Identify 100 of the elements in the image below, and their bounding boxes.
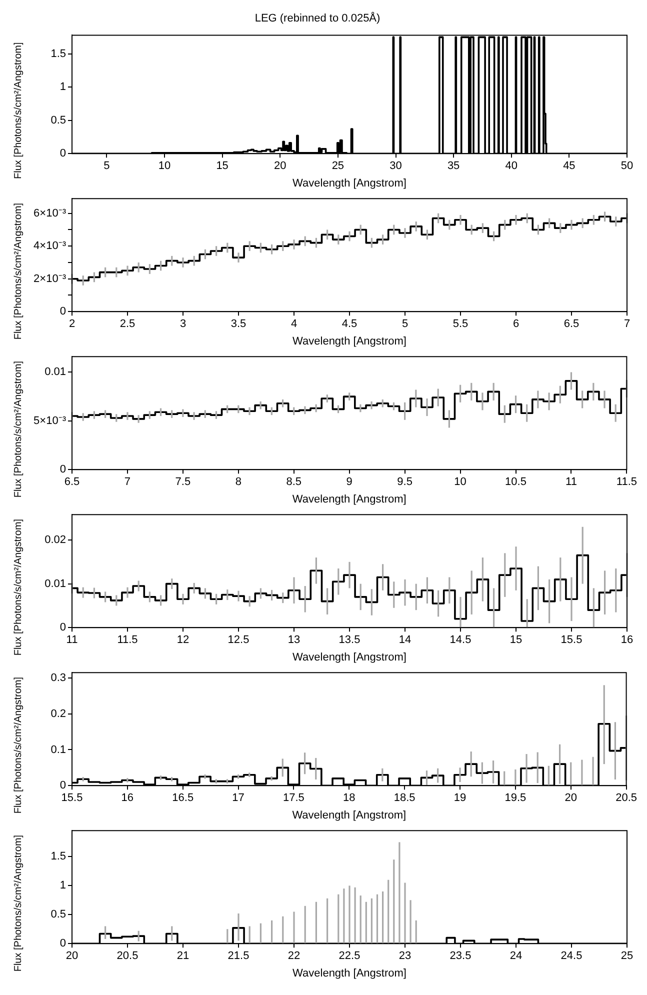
x-tick-label: 22 bbox=[288, 950, 300, 962]
x-tick-label: 10 bbox=[158, 160, 171, 172]
x-tick-label: 35 bbox=[447, 160, 460, 172]
x-tick-label: 5 bbox=[402, 318, 408, 330]
x-axis-title: Wavelength [Angstrom] bbox=[292, 335, 406, 348]
x-axis-title: Wavelength [Angstrom] bbox=[292, 809, 406, 822]
x-tick-label: 25 bbox=[332, 160, 344, 172]
y-axis-title: Flux [Photons/s/cm²/Angstrom] bbox=[12, 202, 24, 340]
y-tick-label: 4×10⁻³ bbox=[34, 240, 66, 252]
x-tick-label: 20 bbox=[274, 160, 286, 172]
y-tick-label: 1.5 bbox=[50, 850, 66, 863]
x-tick-label: 21 bbox=[176, 950, 190, 962]
x-tick-label: 24.5 bbox=[560, 950, 582, 962]
y-tick-label: 0.2 bbox=[50, 708, 66, 720]
x-tick-label: 4.5 bbox=[342, 318, 358, 330]
y-tick-label: 5×10⁻³ bbox=[34, 414, 66, 427]
x-tick-label: 2.5 bbox=[120, 318, 136, 330]
y-tick-label: 0 bbox=[60, 622, 66, 634]
x-tick-label: 9 bbox=[346, 476, 352, 488]
x-tick-label: 11.5 bbox=[117, 634, 138, 646]
x-tick-label: 15 bbox=[510, 634, 522, 646]
x-tick-label: 14.5 bbox=[450, 634, 472, 646]
x-tick-label: 20.5 bbox=[616, 792, 638, 804]
x-tick-label: 20 bbox=[66, 950, 78, 962]
y-tick-label: 0 bbox=[60, 148, 66, 160]
x-tick-label: 24 bbox=[510, 950, 522, 962]
y-tick-label: 0.5 bbox=[50, 114, 66, 126]
x-tick-label: 9.5 bbox=[397, 476, 412, 488]
y-tick-label: 0.02 bbox=[44, 534, 66, 546]
x-tick-label: 6 bbox=[512, 318, 520, 330]
x-tick-label: 17 bbox=[232, 792, 244, 804]
x-tick-label: 23.5 bbox=[450, 950, 472, 962]
y-tick-label: 0 bbox=[60, 780, 66, 792]
x-tick-label: 7 bbox=[124, 476, 131, 488]
x-tick-label: 13.5 bbox=[338, 634, 360, 646]
x-axis-title: Wavelength [Angstrom] bbox=[292, 177, 406, 190]
x-tick-label: 11 bbox=[566, 476, 577, 488]
x-tick-label: 16 bbox=[620, 634, 634, 646]
y-axis-title: Flux [Photons/s/cm²/Angstrom] bbox=[12, 676, 24, 814]
x-tick-label: 30 bbox=[390, 160, 402, 172]
x-tick-label: 50 bbox=[620, 160, 634, 172]
x-tick-label: 8.5 bbox=[286, 476, 302, 488]
x-tick-label: 6.5 bbox=[64, 476, 80, 488]
x-tick-label: 2 bbox=[68, 318, 76, 330]
chart-title: LEG (rebinned to 0.025Å) bbox=[254, 12, 380, 25]
y-tick-label: 6×10⁻³ bbox=[34, 207, 66, 220]
x-tick-label: 22.5 bbox=[338, 950, 360, 962]
x-tick-label: 4 bbox=[290, 318, 298, 330]
y-axis-title: Flux [Photons/s/cm²/Angstrom] bbox=[12, 42, 24, 179]
x-tick-label: 6.5 bbox=[564, 318, 580, 330]
y-tick-label: 0.01 bbox=[44, 366, 66, 378]
x-tick-label: 7.5 bbox=[175, 476, 191, 488]
x-tick-label: 3.5 bbox=[230, 318, 246, 330]
x-tick-label: 16 bbox=[121, 792, 134, 804]
y-tick-label: 1.5 bbox=[50, 48, 66, 60]
x-tick-label: 17.5 bbox=[283, 792, 304, 804]
x-tick-label: 15 bbox=[216, 160, 228, 172]
x-tick-label: 18 bbox=[343, 792, 356, 804]
y-tick-label: 0.5 bbox=[50, 908, 66, 921]
x-tick-label: 19 bbox=[454, 792, 466, 804]
y-tick-label: 1 bbox=[60, 81, 66, 94]
x-axis-title: Wavelength [Angstrom] bbox=[292, 651, 406, 664]
x-tick-label: 5.5 bbox=[452, 318, 468, 330]
y-tick-label: 0 bbox=[60, 938, 66, 950]
x-tick-label: 7 bbox=[624, 318, 630, 330]
x-tick-label: 10.5 bbox=[505, 476, 526, 488]
y-tick-label: 0.3 bbox=[50, 672, 66, 684]
x-tick-label: 15.5 bbox=[61, 792, 83, 804]
x-tick-label: 5 bbox=[104, 160, 110, 172]
x-tick-label: 45 bbox=[563, 160, 576, 172]
x-tick-label: 16.5 bbox=[172, 792, 194, 804]
x-axis-title: Wavelength [Angstrom] bbox=[292, 493, 406, 506]
y-tick-label: 2×10⁻³ bbox=[34, 272, 66, 285]
x-tick-label: 15.5 bbox=[560, 634, 582, 646]
y-tick-label: 0.01 bbox=[44, 578, 66, 590]
x-tick-label: 25 bbox=[620, 950, 634, 962]
x-tick-label: 11.5 bbox=[616, 476, 637, 488]
x-tick-label: 12.5 bbox=[228, 634, 250, 646]
y-axis-title: Flux [Photons/s/cm²/Angstrom] bbox=[12, 834, 24, 972]
y-tick-label: 0 bbox=[60, 306, 66, 318]
x-tick-label: 18.5 bbox=[394, 792, 416, 804]
x-tick-label: 20.5 bbox=[116, 950, 138, 962]
y-axis-title: Flux [Photons/s/cm²/Angstrom] bbox=[12, 518, 24, 656]
y-tick-label: 1 bbox=[60, 880, 66, 892]
y-tick-label: 0.1 bbox=[50, 744, 66, 756]
x-tick-label: 13 bbox=[288, 634, 300, 646]
y-tick-label: 0 bbox=[60, 464, 66, 476]
x-tick-label: 20 bbox=[564, 792, 577, 804]
x-tick-label: 14 bbox=[398, 634, 412, 646]
x-tick-label: 40 bbox=[505, 160, 518, 172]
y-axis-title: Flux [Photons/s/cm²/Angstrom] bbox=[12, 360, 24, 498]
x-tick-label: 11 bbox=[66, 634, 78, 646]
x-tick-label: 12 bbox=[176, 634, 190, 646]
x-tick-label: 8 bbox=[235, 476, 242, 488]
x-tick-label: 3 bbox=[180, 318, 186, 330]
x-axis-title: Wavelength [Angstrom] bbox=[292, 967, 406, 980]
x-tick-label: 23 bbox=[398, 950, 412, 962]
x-tick-label: 21.5 bbox=[228, 950, 250, 962]
x-tick-label: 10 bbox=[454, 476, 466, 488]
x-tick-label: 19.5 bbox=[504, 792, 526, 804]
